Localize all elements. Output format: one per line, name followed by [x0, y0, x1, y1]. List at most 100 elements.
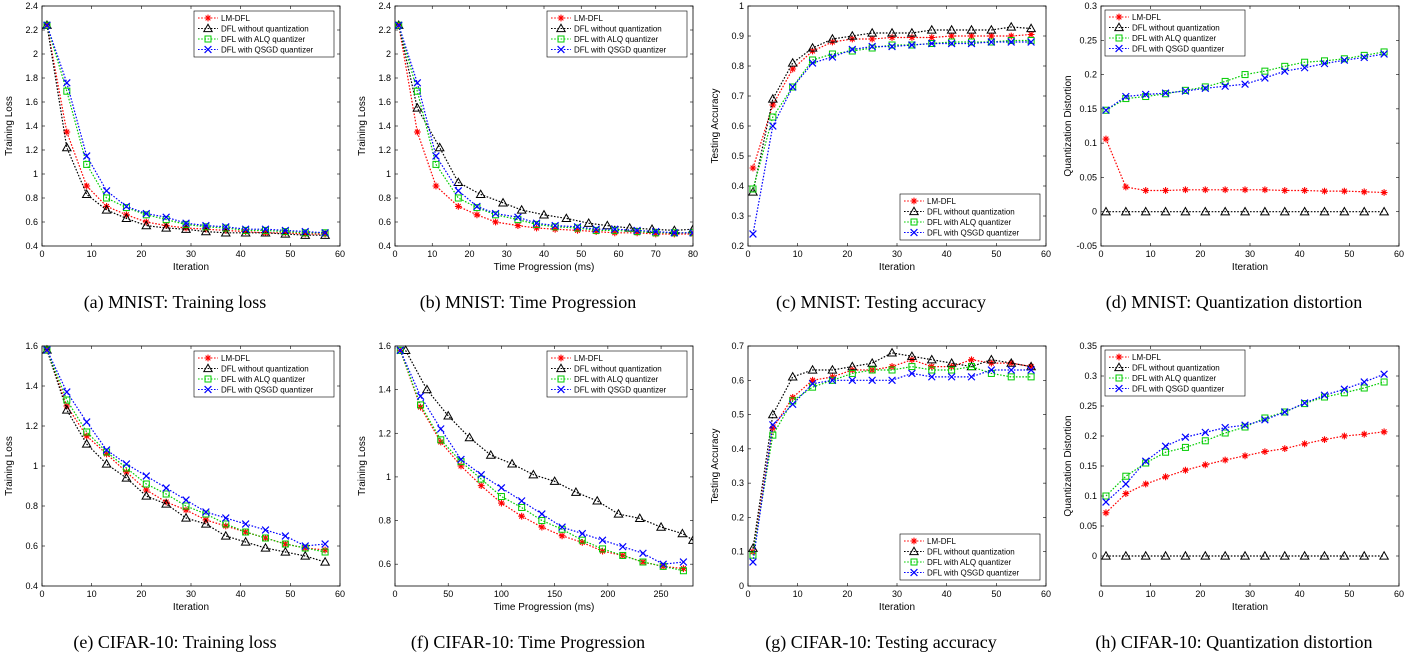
data-point: [281, 540, 289, 548]
data-point: [1122, 92, 1130, 101]
x-tick-label: 70: [651, 249, 661, 259]
data-point: [680, 565, 687, 572]
data-point: [1140, 206, 1151, 216]
data-point: [1239, 550, 1251, 560]
figure-caption: (d) MNIST: Quantization distortion: [1105, 292, 1363, 312]
data-point: [549, 476, 560, 485]
data-point: [592, 495, 603, 505]
x-tick-label: 60: [335, 589, 345, 599]
series-line: [398, 25, 693, 235]
data-point: [413, 128, 421, 136]
y-tick-label: 0.2: [731, 241, 744, 251]
series-group: [748, 347, 1037, 552]
data-point: [1221, 429, 1229, 437]
data-point: [598, 536, 607, 545]
data-point: [1301, 187, 1309, 194]
data-point: [677, 528, 688, 538]
data-point: [1201, 84, 1210, 93]
x-axis-label: Iteration: [173, 602, 209, 613]
data-point: [1279, 550, 1290, 560]
series-group: [1102, 370, 1388, 506]
y-tick-label: 1.4: [378, 385, 391, 395]
data-point: [538, 510, 546, 518]
data-point: [1182, 186, 1189, 194]
data-point: [182, 219, 190, 228]
data-point: [1182, 466, 1189, 474]
data-point: [1101, 206, 1112, 216]
data-point: [1201, 461, 1209, 469]
legend-marker: [204, 375, 212, 383]
figure-caption: (h) CIFAR-10: Quantization distortion: [1095, 632, 1373, 652]
series-group: [43, 346, 329, 556]
legend-marker: [557, 385, 565, 394]
x-tick-label: 10: [427, 249, 437, 259]
y-tick-label: 0.2: [1084, 70, 1097, 80]
data-point: [82, 152, 91, 160]
data-point: [81, 189, 92, 199]
y-axis-label: Testing Accuracy: [710, 88, 721, 163]
data-point: [1301, 400, 1309, 408]
data-point: [1102, 106, 1110, 115]
legend-marker: [1115, 13, 1123, 21]
data-point: [1360, 430, 1368, 438]
data-point: [321, 540, 329, 548]
data-point: [1280, 67, 1289, 75]
data-point: [518, 503, 526, 511]
chart-panel: 0 10 20 30 40 50 60 0.4 0.6 0.8 1 1.2 1.4 1.6 Iteratio…: [0, 340, 350, 660]
data-point: [968, 363, 975, 371]
legend-marker: [557, 354, 565, 362]
y-tick-label: 0.6: [378, 559, 391, 569]
series-group: [749, 366, 1035, 566]
data-point: [220, 530, 231, 540]
x-tick-label: 40: [539, 249, 549, 259]
data-point: [1201, 437, 1209, 445]
data-point: [43, 21, 51, 30]
data-point: [651, 227, 660, 236]
data-point: [443, 410, 454, 420]
data-point: [473, 202, 481, 211]
y-tick-label: 0: [1092, 207, 1097, 217]
data-point: [180, 223, 192, 233]
data-point: [633, 229, 641, 237]
data-point: [507, 458, 518, 468]
data-point: [141, 490, 152, 500]
y-tick-label: 0.4: [731, 444, 744, 454]
legend-label: DFL with ALQ quantizer: [574, 375, 659, 384]
chart-svg: 0 10 20 30 40 50 60 0.4 0.6 0.8 1 1.2 1.4 1.6 Iteratio…: [4, 341, 345, 613]
data-point: [202, 221, 210, 230]
x-axis-label: Iteration: [1232, 602, 1268, 613]
data-point: [561, 213, 572, 223]
data-point: [808, 379, 817, 388]
data-point: [808, 59, 817, 67]
x-axis-label: Time Progression (ms): [494, 262, 595, 273]
y-axis-label: Training Loss: [357, 96, 368, 156]
data-point: [906, 351, 917, 360]
data-point: [1359, 550, 1370, 560]
data-point: [868, 366, 876, 374]
data-point: [987, 38, 996, 46]
data-point: [240, 536, 251, 546]
series-line: [46, 349, 326, 547]
y-axis-label: Training Loss: [4, 96, 15, 156]
series-line: [752, 365, 1032, 556]
data-point: [101, 204, 112, 214]
data-point: [454, 194, 462, 202]
y-tick-label: 0.8: [25, 501, 38, 511]
data-point: [142, 472, 151, 480]
data-point: [633, 228, 641, 236]
series-line: [399, 350, 684, 565]
legend-label: DFL with ALQ quantizer: [221, 375, 306, 384]
x-tick-label: 0: [745, 249, 750, 259]
data-point: [1162, 473, 1169, 481]
data-point: [281, 228, 289, 236]
legend-label: LM-DFL: [1132, 353, 1161, 362]
data-point: [1140, 550, 1151, 560]
x-tick-label: 50: [1344, 249, 1354, 259]
data-point: [1321, 393, 1328, 401]
data-point: [888, 376, 896, 385]
x-tick-label: 40: [236, 589, 246, 599]
data-point: [1301, 440, 1309, 448]
data-point: [457, 462, 465, 470]
data-point: [888, 42, 896, 51]
